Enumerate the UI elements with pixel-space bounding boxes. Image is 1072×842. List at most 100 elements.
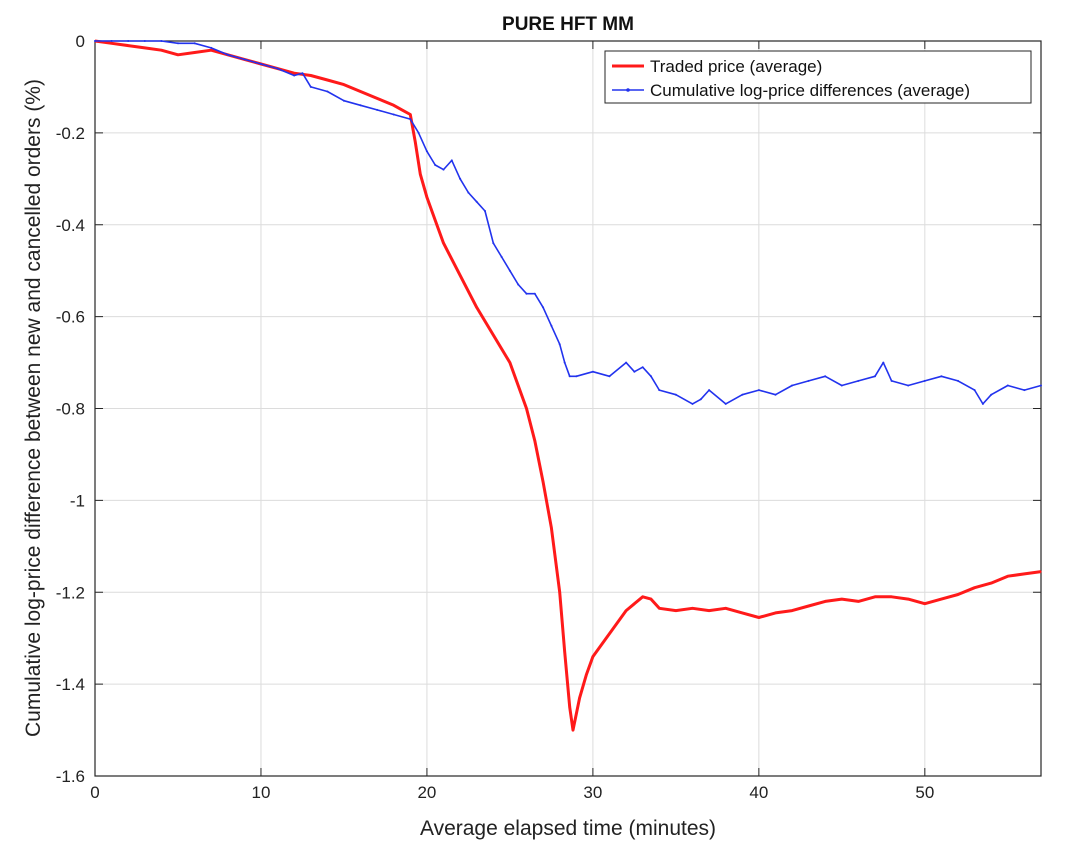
data-point-cumulative-log-price — [542, 306, 545, 309]
legend: Traded price (average) Cumulative log-pr… — [604, 50, 1032, 104]
data-point-traded-price — [891, 596, 893, 598]
data-point-cumulative-log-price — [276, 67, 279, 70]
data-point-traded-price — [572, 729, 574, 731]
series-lines — [94, 39, 1042, 732]
data-point-cumulative-log-price — [774, 393, 777, 396]
data-point-cumulative-log-price — [708, 389, 711, 392]
data-point-traded-price — [1023, 573, 1025, 575]
data-point-traded-price — [476, 306, 478, 308]
data-point-traded-price — [359, 90, 362, 93]
data-point-cumulative-log-price — [484, 210, 486, 212]
data-point-traded-price — [857, 600, 860, 603]
data-point-cumulative-log-price — [890, 379, 893, 382]
data-point-traded-price — [957, 593, 959, 596]
data-point-cumulative-log-price — [923, 379, 926, 382]
data-point-cumulative-log-price — [575, 375, 578, 378]
data-point-traded-price — [343, 84, 345, 86]
data-point-cumulative-log-price — [691, 402, 694, 405]
data-point-traded-price — [940, 598, 943, 600]
data-point-cumulative-log-price — [791, 384, 794, 387]
data-point-cumulative-log-price — [940, 375, 943, 378]
data-point-traded-price — [650, 598, 652, 600]
x-tick-label: 0 — [90, 783, 99, 802]
data-point-traded-price — [990, 582, 992, 584]
data-point-cumulative-log-price — [658, 389, 661, 392]
data-point-traded-price — [924, 603, 926, 605]
data-point-traded-price — [376, 97, 378, 99]
y-tick-label: -0.2 — [56, 124, 85, 143]
y-tick-label: -0.8 — [56, 400, 85, 419]
data-point-cumulative-log-price — [143, 40, 146, 42]
data-point-traded-price — [758, 616, 760, 619]
data-point-cumulative-log-price — [326, 90, 329, 93]
data-point-traded-price — [774, 612, 777, 614]
data-point-cumulative-log-price — [568, 375, 571, 378]
series-line-traded-price — [94, 39, 1042, 732]
data-point-cumulative-log-price — [882, 361, 885, 364]
y-axis-title: Cumulative log-price difference between … — [22, 79, 45, 737]
data-point-traded-price — [874, 596, 876, 598]
data-point-cumulative-log-price — [907, 384, 910, 387]
data-point-cumulative-log-price — [210, 46, 213, 49]
chart-title: PURE HFT MM — [502, 14, 634, 35]
data-point-cumulative-log-price — [293, 74, 296, 77]
data-point-traded-price — [426, 196, 428, 198]
data-point-traded-price — [111, 42, 113, 44]
gridlines — [94, 40, 1041, 777]
x-tick-label: 20 — [417, 783, 436, 802]
data-point-cumulative-log-price — [1006, 384, 1009, 387]
data-point-cumulative-log-price — [558, 343, 561, 346]
data-point-traded-price — [907, 598, 909, 600]
x-axis-title: Average elapsed time (minutes) — [420, 817, 716, 840]
data-point-traded-price — [509, 362, 511, 364]
data-point-cumulative-log-price — [973, 389, 976, 392]
data-point-cumulative-log-price — [981, 402, 984, 405]
data-point-traded-price — [691, 607, 694, 609]
data-point-traded-price — [419, 173, 421, 175]
data-point-traded-price — [658, 607, 660, 609]
data-point-cumulative-log-price — [500, 255, 503, 258]
data-point-cumulative-log-price — [1040, 384, 1042, 387]
data-point-traded-price — [459, 274, 461, 276]
data-point-cumulative-log-price — [193, 42, 196, 45]
data-point-traded-price — [725, 607, 727, 609]
data-point-traded-price — [1007, 575, 1009, 577]
data-point-cumulative-log-price — [741, 393, 744, 396]
data-point-cumulative-log-price — [591, 370, 594, 373]
y-tick-label: -1.2 — [56, 583, 85, 602]
data-point-traded-price — [210, 49, 212, 51]
data-point-cumulative-log-price — [533, 292, 536, 295]
data-point-cumulative-log-price — [641, 366, 644, 369]
data-point-traded-price — [708, 610, 710, 612]
data-point-cumulative-log-price — [550, 324, 553, 327]
data-point-traded-price — [542, 481, 544, 483]
data-point-cumulative-log-price — [492, 242, 495, 245]
data-point-traded-price — [559, 591, 561, 593]
y-tick-label: -1 — [70, 491, 85, 510]
data-point-traded-price — [326, 79, 328, 81]
data-point-traded-price — [642, 596, 644, 598]
data-point-traded-price — [974, 587, 976, 589]
data-point-cumulative-log-price — [260, 63, 262, 65]
data-point-cumulative-log-price — [475, 200, 478, 203]
data-point-traded-price — [492, 334, 494, 336]
legend-label-cumulative-log-price: Cumulative log-price differences (averag… — [650, 81, 970, 100]
data-point-cumulative-log-price — [857, 379, 860, 382]
data-point-traded-price — [393, 104, 395, 106]
data-point-cumulative-log-price — [674, 393, 677, 396]
data-point-traded-price — [608, 633, 611, 635]
data-point-cumulative-log-price — [459, 177, 462, 180]
data-point-cumulative-log-price — [434, 164, 437, 166]
data-point-cumulative-log-price — [508, 269, 511, 272]
legend-marker-cumulative-log-price — [626, 88, 630, 92]
data-point-traded-price — [401, 109, 403, 111]
data-point-traded-price — [791, 610, 793, 612]
data-point-traded-price — [550, 527, 553, 529]
x-tick-label: 30 — [583, 783, 602, 802]
legend-label-traded-price: Traded price (average) — [650, 57, 822, 76]
data-point-cumulative-log-price — [94, 40, 96, 42]
data-point-cumulative-log-price — [633, 370, 636, 373]
y-tick-label: -0.4 — [56, 216, 85, 235]
data-point-traded-price — [177, 54, 179, 56]
